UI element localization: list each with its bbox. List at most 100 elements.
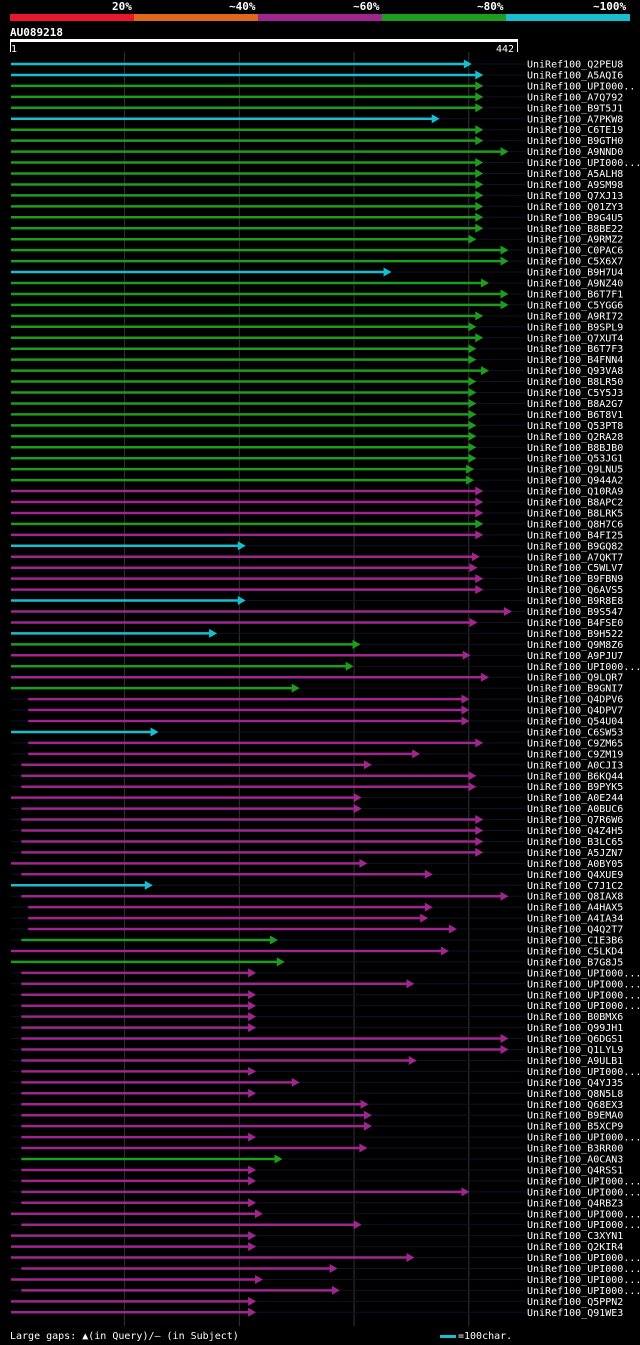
- hit-label[interactable]: UniRef100_Q68EX3: [527, 1100, 623, 1111]
- hit-label[interactable]: UniRef100_Q4RSS1: [527, 1165, 623, 1176]
- hit-label[interactable]: UniRef100_B6KQ44: [527, 771, 623, 782]
- hit-label[interactable]: UniRef100_B9GTH0: [527, 136, 623, 147]
- hit-label[interactable]: UniRef100_Q9M8Z6: [527, 640, 623, 651]
- hit-label[interactable]: UniRef100_A7QKT7: [527, 552, 623, 563]
- hit-label[interactable]: UniRef100_Q4Q2T7: [527, 925, 623, 936]
- hit-label[interactable]: UniRef100_A9RI72: [527, 311, 623, 322]
- hit-label[interactable]: UniRef100_A4HAX5: [527, 903, 623, 914]
- hit-label[interactable]: UniRef100_UPI000...: [527, 1220, 640, 1231]
- hit-label[interactable]: UniRef100_A9PJU7: [527, 651, 623, 662]
- hit-label[interactable]: UniRef100_Q54U04: [527, 717, 623, 728]
- hit-label[interactable]: UniRef100_UPI000...: [527, 1067, 640, 1078]
- hit-label[interactable]: UniRef100_B8BJB0: [527, 443, 623, 454]
- hit-label[interactable]: UniRef100_A0BY05: [527, 859, 623, 870]
- hit-label[interactable]: UniRef100_Q4DPV7: [527, 706, 623, 717]
- hit-label[interactable]: UniRef100_Q944A2: [527, 476, 623, 487]
- hit-label[interactable]: UniRef100_C9ZM65: [527, 738, 623, 749]
- hit-label[interactable]: UniRef100_C5X6X7: [527, 257, 623, 268]
- hit-label[interactable]: UniRef100_Q9LNU5: [527, 465, 623, 476]
- hit-label[interactable]: UniRef100_A9SM98: [527, 180, 623, 191]
- hit-label[interactable]: UniRef100_Q4Z4H5: [527, 826, 623, 837]
- hit-label[interactable]: UniRef100_Q6AVS5: [527, 585, 623, 596]
- hit-label[interactable]: UniRef100_Q1LYL9: [527, 1045, 623, 1056]
- hit-label[interactable]: UniRef100_Q8IAX8: [527, 892, 623, 903]
- hit-label[interactable]: UniRef100_B8BE22: [527, 224, 623, 235]
- hit-label[interactable]: UniRef100_A5JZN7: [527, 848, 623, 859]
- hit-label[interactable]: UniRef100_B9H522: [527, 629, 623, 640]
- hit-label[interactable]: UniRef100_Q4XUE9: [527, 870, 623, 881]
- hit-label[interactable]: UniRef100_B9T5J1: [527, 103, 623, 114]
- hit-label[interactable]: UniRef100_Q01ZY3: [527, 202, 623, 213]
- hit-label[interactable]: UniRef100_B9G4U5: [527, 213, 623, 224]
- hit-label[interactable]: UniRef100_B6T8V1: [527, 410, 623, 421]
- hit-label[interactable]: UniRef100_A9NZ40: [527, 279, 623, 290]
- hit-label[interactable]: UniRef100_UPI000...: [527, 979, 640, 990]
- hit-label[interactable]: UniRef100_UPI000...: [527, 1176, 640, 1187]
- hit-label[interactable]: UniRef100_C5YGG6: [527, 300, 623, 311]
- hit-label[interactable]: UniRef100_B9R8E8: [527, 596, 623, 607]
- hit-label[interactable]: UniRef100_B7G8J5: [527, 957, 623, 968]
- hit-label[interactable]: UniRef100_B6T7F3: [527, 344, 623, 355]
- hit-label[interactable]: UniRef100_A4IA34: [527, 914, 623, 925]
- hit-label[interactable]: UniRef100_UPI000...: [527, 1286, 640, 1297]
- hit-label[interactable]: UniRef100_B4FI25: [527, 530, 623, 541]
- hit-label[interactable]: UniRef100_Q5PPN2: [527, 1297, 623, 1308]
- hit-label[interactable]: UniRef100_B9GQ82: [527, 541, 623, 552]
- hit-label[interactable]: UniRef100_A9NND0: [527, 147, 623, 158]
- hit-label[interactable]: UniRef100_A9RMZ2: [527, 235, 623, 246]
- hit-label[interactable]: UniRef100_Q93VA8: [527, 366, 623, 377]
- hit-label[interactable]: UniRef100_C6SW53: [527, 727, 623, 738]
- hit-label[interactable]: UniRef100_C5Y5J3: [527, 388, 623, 399]
- hit-label[interactable]: UniRef100_A7PKW8: [527, 114, 623, 125]
- hit-label[interactable]: UniRef100_Q2KIR4: [527, 1242, 623, 1253]
- hit-label[interactable]: UniRef100_B9PYK5: [527, 782, 623, 793]
- hit-label[interactable]: UniRef100_Q7R6W6: [527, 815, 623, 826]
- hit-label[interactable]: UniRef100_A0E244: [527, 793, 623, 804]
- hit-label[interactable]: UniRef100_UPI000...: [527, 1253, 640, 1264]
- hit-label[interactable]: UniRef100_A0BUC6: [527, 804, 623, 815]
- hit-label[interactable]: UniRef100_A0CAN3: [527, 1155, 623, 1166]
- hit-label[interactable]: UniRef100_C7J1C2: [527, 881, 623, 892]
- hit-label[interactable]: UniRef100_B9FBN9: [527, 574, 623, 585]
- hit-label[interactable]: UniRef100_Q7XJ13: [527, 191, 623, 202]
- hit-label[interactable]: UniRef100_Q10RA9: [527, 487, 623, 498]
- hit-label[interactable]: UniRef100_Q4RBZ3: [527, 1198, 623, 1209]
- hit-label[interactable]: UniRef100_UPI000...: [527, 1264, 640, 1275]
- hit-label[interactable]: UniRef100_Q8N5L8: [527, 1089, 623, 1100]
- hit-label[interactable]: UniRef100_B9GNI7: [527, 684, 623, 695]
- hit-label[interactable]: UniRef100_A5AQI6: [527, 70, 623, 81]
- hit-label[interactable]: UniRef100_B9SPL9: [527, 322, 623, 333]
- hit-label[interactable]: UniRef100_UPI000...: [527, 1001, 640, 1012]
- hit-label[interactable]: UniRef100_Q2RA28: [527, 432, 623, 443]
- hit-label[interactable]: UniRef100_B9S547: [527, 607, 623, 618]
- hit-label[interactable]: UniRef100_Q6DGS1: [527, 1034, 623, 1045]
- hit-label[interactable]: UniRef100_UPI000...: [527, 968, 640, 979]
- hit-label[interactable]: UniRef100_C3XYN1: [527, 1231, 623, 1242]
- hit-label[interactable]: UniRef100_B4FNN4: [527, 355, 623, 366]
- hit-label[interactable]: UniRef100_C5LKD4: [527, 946, 623, 957]
- hit-label[interactable]: UniRef100_B4FSE0: [527, 618, 623, 629]
- hit-label[interactable]: UniRef100_A5ALH8: [527, 169, 623, 180]
- hit-label[interactable]: UniRef100_UPI000...: [527, 1275, 640, 1286]
- hit-label[interactable]: UniRef100_Q99JH1: [527, 1023, 623, 1034]
- hit-label[interactable]: UniRef100_B6T7F1: [527, 289, 623, 300]
- hit-label[interactable]: UniRef100_UPI000...: [527, 1209, 640, 1220]
- hit-label[interactable]: UniRef100_Q7XUT4: [527, 333, 623, 344]
- hit-label[interactable]: UniRef100_Q4DPV6: [527, 695, 623, 706]
- hit-label[interactable]: UniRef100_A9ULB1: [527, 1056, 623, 1067]
- hit-label[interactable]: UniRef100_B9EMA0: [527, 1111, 623, 1122]
- hit-label[interactable]: UniRef100_B8LR50: [527, 377, 623, 388]
- hit-label[interactable]: UniRef100_UPI000..: [527, 81, 635, 92]
- hit-label[interactable]: UniRef100_B5XCP9: [527, 1122, 623, 1133]
- hit-label[interactable]: UniRef100_Q4YJ35: [527, 1078, 623, 1089]
- hit-label[interactable]: UniRef100_B8LRK5: [527, 508, 623, 519]
- hit-label[interactable]: UniRef100_UPI000...: [527, 1187, 640, 1198]
- hit-label[interactable]: UniRef100_C1E3B6: [527, 936, 623, 947]
- hit-label[interactable]: UniRef100_B3LC65: [527, 837, 623, 848]
- hit-label[interactable]: UniRef100_Q53PT8: [527, 421, 623, 432]
- hit-label[interactable]: UniRef100_Q91WE3: [527, 1308, 623, 1319]
- hit-label[interactable]: UniRef100_C0PAC6: [527, 246, 623, 257]
- hit-label[interactable]: UniRef100_C6TE19: [527, 125, 623, 136]
- hit-label[interactable]: UniRef100_B3RR00: [527, 1144, 623, 1155]
- hit-label[interactable]: UniRef100_UPI000...: [527, 1133, 640, 1144]
